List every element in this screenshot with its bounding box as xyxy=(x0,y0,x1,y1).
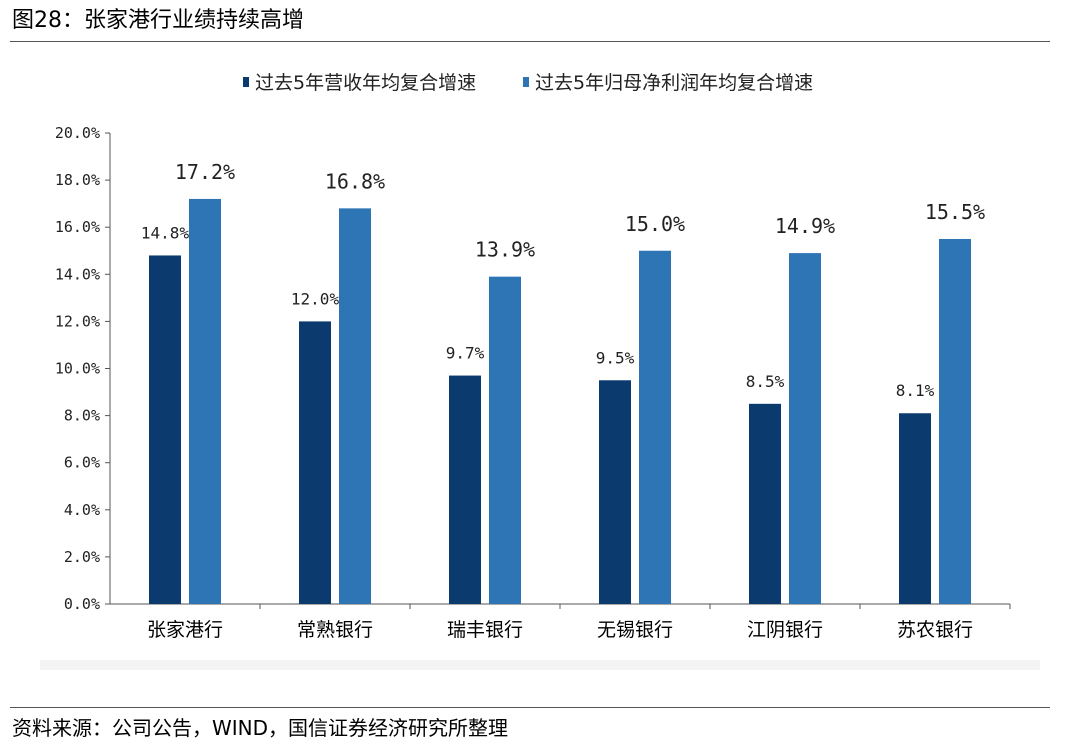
data-labels: 14.8% 17.2% 12.0% 16.8% 9.7% 13.9% 9.5% 15.0% 8.… xyxy=(141,160,985,400)
legend-label-revenue: 过去5年营收年均复合增速 xyxy=(255,72,476,94)
y-tick-label: 8.0% xyxy=(64,407,100,425)
legend: 过去5年营收年均复合增速 过去5年归母净利润年均复合增速 xyxy=(243,72,813,94)
y-tick-label: 4.0% xyxy=(64,501,100,519)
legend-swatch-revenue xyxy=(243,77,249,87)
y-tick-label: 14.0% xyxy=(55,265,100,283)
chart-bottom-band xyxy=(40,660,1040,670)
bar-net-profit-cagr xyxy=(189,198,221,604)
category-label: 无锡银行 xyxy=(597,619,673,641)
y-tick-label: 18.0% xyxy=(55,171,100,189)
source-divider xyxy=(10,707,1050,708)
y-tick-label: 0.0% xyxy=(64,595,100,613)
data-label-revenue-cagr: 9.7% xyxy=(446,344,485,363)
bars xyxy=(149,198,971,605)
category-label: 苏农银行 xyxy=(897,619,973,641)
title-divider xyxy=(10,41,1050,42)
data-label-net-profit-cagr: 13.9% xyxy=(475,238,535,262)
bar-net-profit-cagr xyxy=(939,238,971,604)
category-label: 常熟银行 xyxy=(297,619,373,641)
data-label-revenue-cagr: 14.8% xyxy=(141,223,190,242)
axes: 0.0% 2.0% 4.0% 6.0% 8.0% 10.0% 12.0% 14.0% 16.0%… xyxy=(55,124,1011,613)
y-tick-label: 16.0% xyxy=(55,218,100,236)
bar-net-profit-cagr xyxy=(489,276,521,604)
data-label-net-profit-cagr: 14.9% xyxy=(775,214,835,238)
y-tick-label: 2.0% xyxy=(64,548,100,566)
data-label-revenue-cagr: 12.0% xyxy=(291,289,340,308)
data-label-revenue-cagr: 8.5% xyxy=(746,372,785,391)
legend-swatch-net-profit xyxy=(523,77,529,87)
category-label: 江阴银行 xyxy=(747,619,823,641)
data-label-revenue-cagr: 9.5% xyxy=(596,348,635,367)
source-note: 资料来源：公司公告，WIND，国信证券经济研究所整理 xyxy=(12,716,509,740)
legend-label-net-profit: 过去5年归母净利润年均复合增速 xyxy=(535,72,813,94)
y-tick-label: 10.0% xyxy=(55,360,100,378)
bar-revenue-cagr xyxy=(449,375,481,604)
y-tick-label: 20.0% xyxy=(55,124,100,142)
y-tick-label: 6.0% xyxy=(64,454,100,472)
category-label: 张家港行 xyxy=(147,619,223,641)
data-label-net-profit-cagr: 16.8% xyxy=(325,169,385,193)
data-label-revenue-cagr: 8.1% xyxy=(896,381,935,400)
bar-revenue-cagr xyxy=(149,255,181,604)
y-tick-label: 12.0% xyxy=(55,312,100,330)
data-label-net-profit-cagr: 17.2% xyxy=(175,160,235,184)
bar-net-profit-cagr xyxy=(639,250,671,604)
bar-revenue-cagr xyxy=(299,321,331,604)
data-label-net-profit-cagr: 15.5% xyxy=(925,200,985,224)
bar-revenue-cagr xyxy=(599,380,631,604)
bar-net-profit-cagr xyxy=(789,253,821,605)
figure-title: 图28：张家港行业绩持续高增 xyxy=(12,8,304,33)
data-label-net-profit-cagr: 15.0% xyxy=(625,212,685,236)
category-label: 瑞丰银行 xyxy=(447,619,523,641)
bar-chart: 过去5年营收年均复合增速 过去5年归母净利润年均复合增速 0.0% 2.0% 4.0… xyxy=(40,72,1040,670)
bar-revenue-cagr xyxy=(899,413,931,604)
bar-net-profit-cagr xyxy=(339,208,371,605)
chart-area: 过去5年营收年均复合增速 过去5年归母净利润年均复合增速 0.0% 2.0% 4.0… xyxy=(10,50,1050,670)
category-labels: 张家港行 常熟银行 瑞丰银行 无锡银行 江阴银行 苏农银行 xyxy=(147,619,973,641)
bar-revenue-cagr xyxy=(749,403,781,604)
